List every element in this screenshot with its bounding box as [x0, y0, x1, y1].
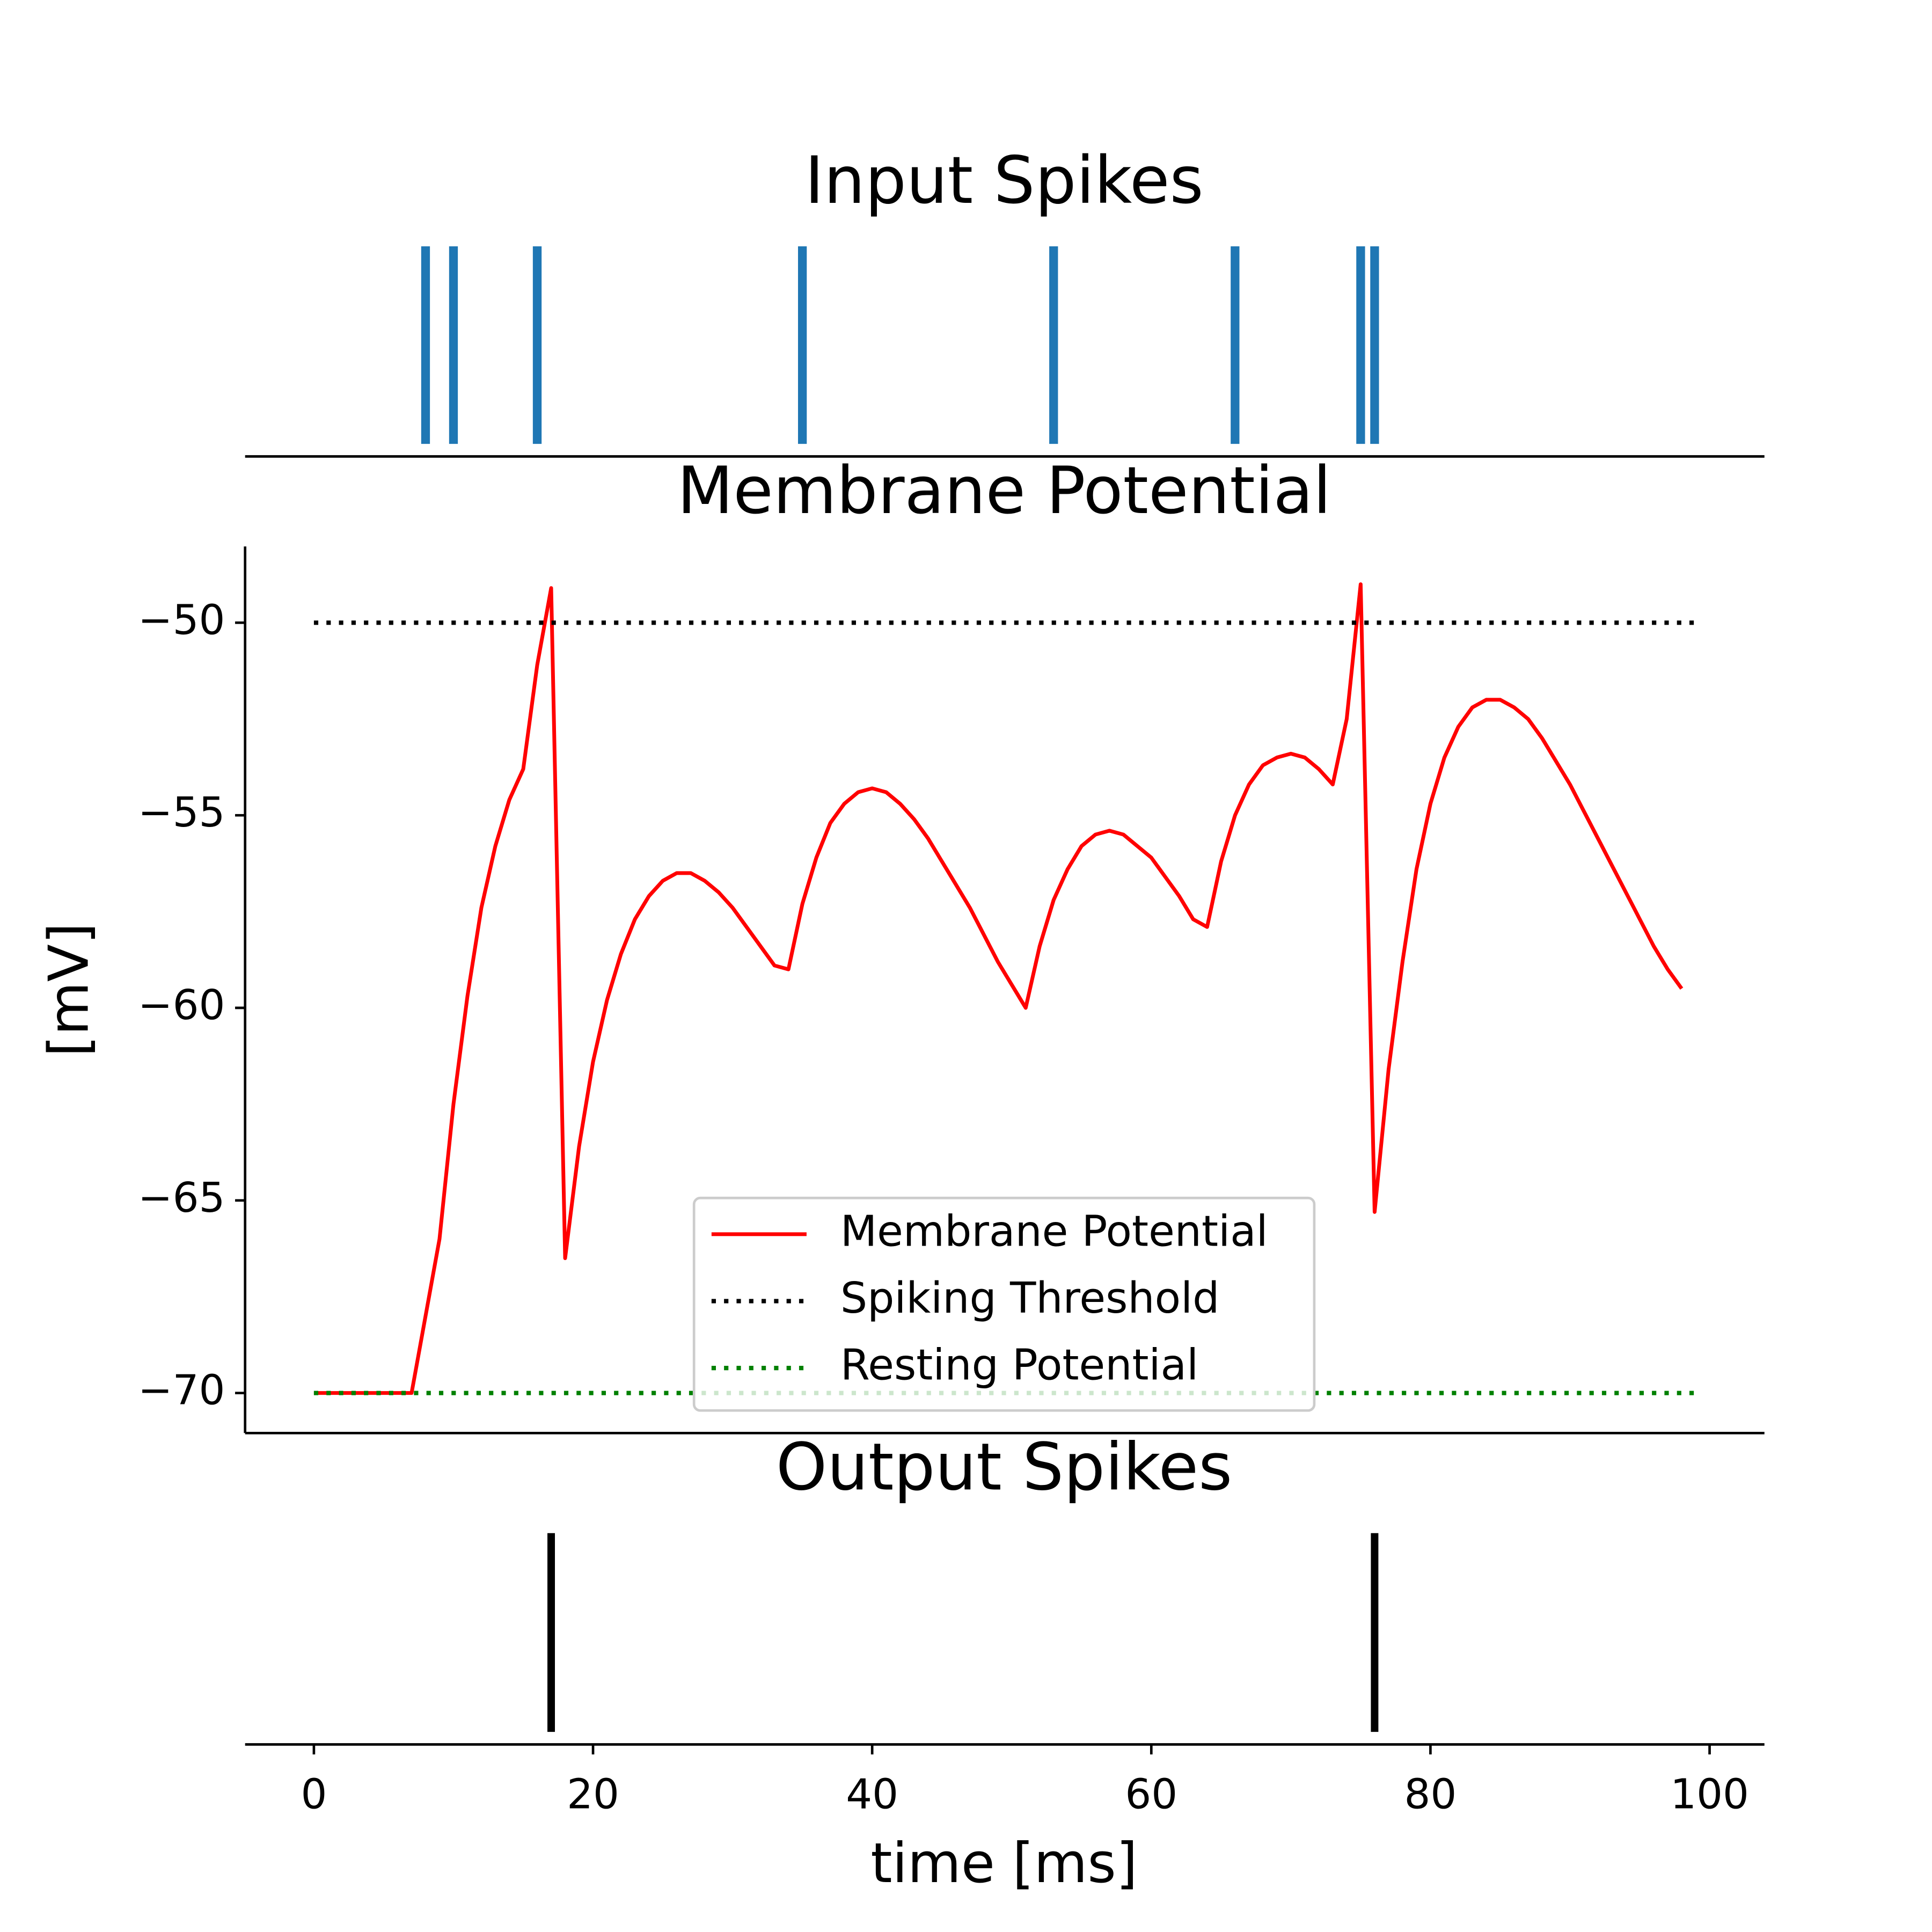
chart-title: Input Spikes	[804, 143, 1203, 218]
y-axis-label: [mV]	[37, 923, 101, 1057]
legend: Membrane Potential Spiking Threshold Resti…	[692, 1196, 1316, 1412]
x-axis-label: time [ms]	[870, 1832, 1137, 1896]
x-tick-label: 80	[1404, 1770, 1457, 1818]
y-tick-label: −65	[138, 1174, 225, 1222]
chart-title: Output Spikes	[776, 1430, 1232, 1505]
x-tick-label: 40	[846, 1770, 898, 1818]
x-tick-label: 60	[1125, 1770, 1177, 1818]
legend-label: Spiking Threshold	[840, 1273, 1220, 1323]
x-tick-label: 0	[301, 1770, 327, 1818]
chart-title: Membrane Potential	[677, 453, 1331, 529]
y-tick-label: −50	[138, 596, 225, 644]
y-tick-label: −60	[138, 982, 225, 1029]
y-tick-label: −55	[138, 789, 225, 837]
legend-box	[692, 1196, 1316, 1412]
legend-label: Membrane Potential	[840, 1206, 1268, 1256]
y-tick-label: −70	[138, 1367, 225, 1415]
x-tick-label: 20	[567, 1770, 619, 1818]
x-tick-label: 100	[1670, 1770, 1749, 1818]
legend-label: Resting Potential	[840, 1340, 1198, 1390]
series-line	[313, 582, 1684, 1395]
